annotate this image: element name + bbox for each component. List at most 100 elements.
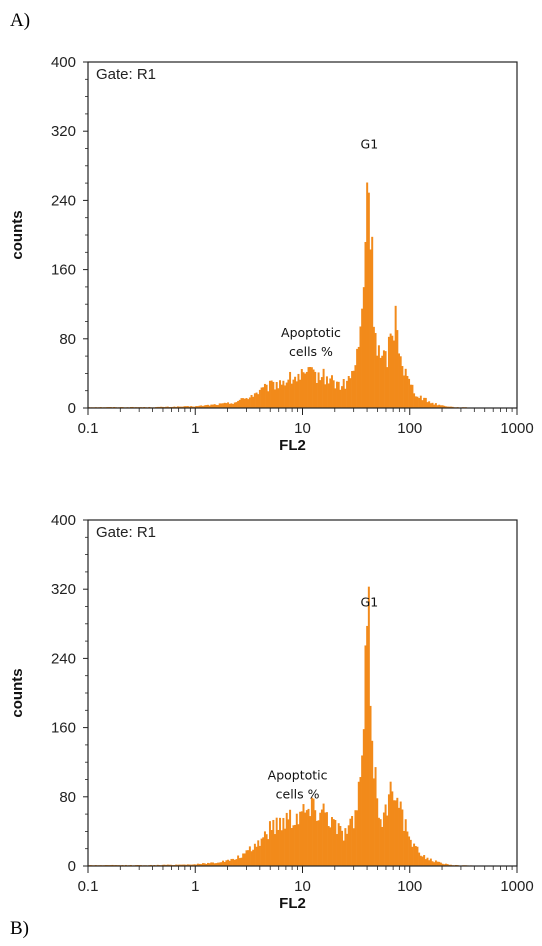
histogram-bar [294, 376, 297, 408]
histogram-bar [252, 849, 255, 866]
histogram-bar [190, 864, 193, 866]
histogram-bar [392, 800, 395, 866]
histogram-bar [309, 816, 312, 866]
histogram-bar [419, 855, 422, 866]
histogram-bar [319, 812, 322, 866]
histogram-bar [419, 395, 422, 408]
histogram-bar [290, 383, 293, 408]
histogram-bar [346, 833, 349, 866]
histogram-bar [247, 399, 250, 408]
histogram-bar [396, 797, 399, 866]
histogram-bar [280, 384, 283, 408]
histogram-bar [309, 367, 312, 408]
histogram-bar [267, 391, 270, 408]
histogram-bar [282, 817, 285, 866]
histogram-bar [312, 798, 315, 866]
histogram-bar [337, 823, 340, 866]
histogram-bar [263, 383, 266, 408]
histogram-bar [260, 838, 263, 866]
histogram-bar [439, 405, 442, 408]
histogram-bar [274, 834, 276, 866]
histogram-bar [267, 839, 270, 866]
histogram-bar [344, 388, 347, 408]
histogram-bar [215, 404, 218, 408]
histogram-chart-a: 0 80 160 240 320 400 0.1 1 10 100 1000 FL2 counts Gat… [9, 54, 534, 454]
histogram-bar [398, 353, 400, 408]
histogram-bar [295, 813, 298, 866]
x-tick-label: 10 [294, 878, 311, 895]
histogram-bar [418, 852, 421, 866]
y-tick-label: 400 [51, 512, 76, 529]
histogram-bar [168, 864, 171, 866]
histogram-bar [379, 819, 382, 866]
histogram-bar [376, 798, 379, 866]
histogram-bar [191, 406, 194, 408]
histogram-bar [277, 388, 280, 408]
x-tick-label: 1 [191, 420, 199, 437]
histogram-bar [218, 403, 221, 408]
histogram-bar [223, 402, 226, 408]
histogram-bar [284, 385, 287, 408]
histogram-bar [421, 856, 424, 866]
histogram-bar [364, 241, 367, 408]
histogram-bar [448, 406, 451, 408]
histogram-bar [341, 386, 344, 408]
histogram-bar [289, 809, 292, 866]
histogram-bar [431, 402, 434, 408]
histogram-bar [245, 398, 248, 408]
histogram-bar [441, 863, 444, 866]
x-tick-label: 1000 [500, 878, 533, 895]
histogram-bar [210, 404, 213, 408]
histogram-bar [307, 367, 310, 408]
histogram-bar [228, 403, 231, 408]
histogram-bar [178, 864, 181, 866]
gate-label: Gate: R1 [96, 66, 156, 83]
histogram-bar [377, 345, 380, 408]
histogram-bar [196, 406, 199, 408]
histogram-bar [250, 851, 253, 866]
histogram-bar [391, 791, 394, 866]
histogram-bar [248, 846, 251, 866]
histogram-bar [354, 365, 357, 408]
histogram-bar [351, 816, 354, 866]
histogram-bar [312, 369, 315, 408]
histogram-bar [359, 326, 362, 408]
histogram-bar [285, 382, 288, 408]
histogram-bar [320, 809, 323, 866]
histogram-bar [399, 356, 402, 408]
histogram-bar [357, 346, 360, 408]
histogram-bar [257, 394, 260, 408]
histogram-bar [248, 397, 251, 408]
histogram-bar [349, 378, 352, 408]
histogram-bar [356, 810, 359, 866]
histogram-bar [215, 863, 218, 866]
histogram-bar [330, 817, 333, 866]
histogram-bar [314, 810, 317, 866]
histogram-bar [426, 402, 429, 408]
histogram-bar [409, 384, 412, 408]
histogram-bar [347, 376, 350, 408]
histogram-bar [258, 389, 261, 408]
histogram-bar [332, 380, 335, 408]
histogram-bar [242, 398, 245, 408]
histogram-bar [334, 819, 337, 866]
histogram-bar [290, 828, 293, 866]
histogram-bar [272, 819, 275, 866]
histogram-bar [351, 371, 354, 408]
histogram-bar [394, 305, 397, 408]
histogram-bar [178, 406, 181, 408]
histogram-bar [391, 335, 394, 408]
histogram-bar [377, 817, 380, 866]
histogram-bar [339, 389, 342, 408]
histogram-bar [180, 406, 183, 408]
y-axis-label: counts [9, 210, 26, 259]
histogram-bar [260, 387, 263, 408]
histogram-bar [191, 864, 194, 866]
histogram-bar [222, 860, 225, 866]
histogram-bar [382, 350, 385, 408]
histogram-bar [315, 820, 318, 866]
histogram-bar [341, 830, 344, 866]
y-tick-label: 240 [51, 192, 76, 209]
histogram-bar [208, 863, 211, 866]
histogram-bar [294, 824, 297, 866]
